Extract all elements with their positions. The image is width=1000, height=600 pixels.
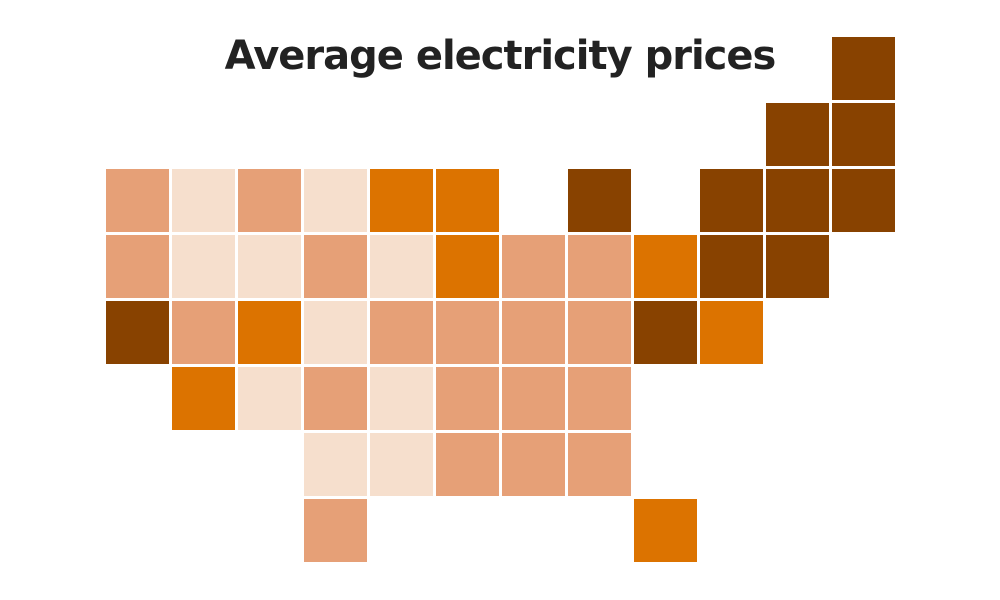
map-tile — [436, 433, 499, 496]
map-tile — [568, 235, 631, 298]
map-tile — [370, 367, 433, 430]
map-tile — [700, 169, 763, 232]
map-tile — [700, 235, 763, 298]
map-tile — [370, 301, 433, 364]
map-tile — [370, 433, 433, 496]
map-tile — [370, 169, 433, 232]
map-tile — [766, 235, 829, 298]
map-tile — [634, 235, 697, 298]
map-tile — [172, 235, 235, 298]
map-tile — [436, 367, 499, 430]
map-tile — [304, 367, 367, 430]
map-tile — [172, 169, 235, 232]
map-tile — [502, 367, 565, 430]
map-tile — [568, 169, 631, 232]
map-tile — [304, 433, 367, 496]
chart-title: Average electricity prices — [224, 33, 777, 79]
map-tile — [502, 433, 565, 496]
map-tile — [238, 367, 301, 430]
map-tile — [106, 301, 169, 364]
map-tile — [634, 301, 697, 364]
map-tile — [766, 103, 829, 166]
map-tile — [568, 367, 631, 430]
map-tile — [634, 499, 697, 562]
map-tile — [172, 301, 235, 364]
map-tile — [304, 169, 367, 232]
map-tile — [568, 433, 631, 496]
map-tile — [436, 235, 499, 298]
map-tile — [172, 367, 235, 430]
map-tile — [106, 235, 169, 298]
map-tile — [238, 301, 301, 364]
map-tile — [106, 169, 169, 232]
map-tile — [370, 235, 433, 298]
map-tile — [568, 301, 631, 364]
map-tile — [832, 169, 895, 232]
map-tile — [502, 301, 565, 364]
map-tile — [766, 169, 829, 232]
map-tile — [238, 235, 301, 298]
map-tile — [502, 235, 565, 298]
map-tile — [238, 169, 301, 232]
map-tile — [304, 301, 367, 364]
map-tile — [304, 499, 367, 562]
map-tile — [436, 301, 499, 364]
map-tile — [700, 301, 763, 364]
map-tile — [436, 169, 499, 232]
map-tile — [832, 103, 895, 166]
map-tile — [832, 37, 895, 100]
map-tile — [304, 235, 367, 298]
